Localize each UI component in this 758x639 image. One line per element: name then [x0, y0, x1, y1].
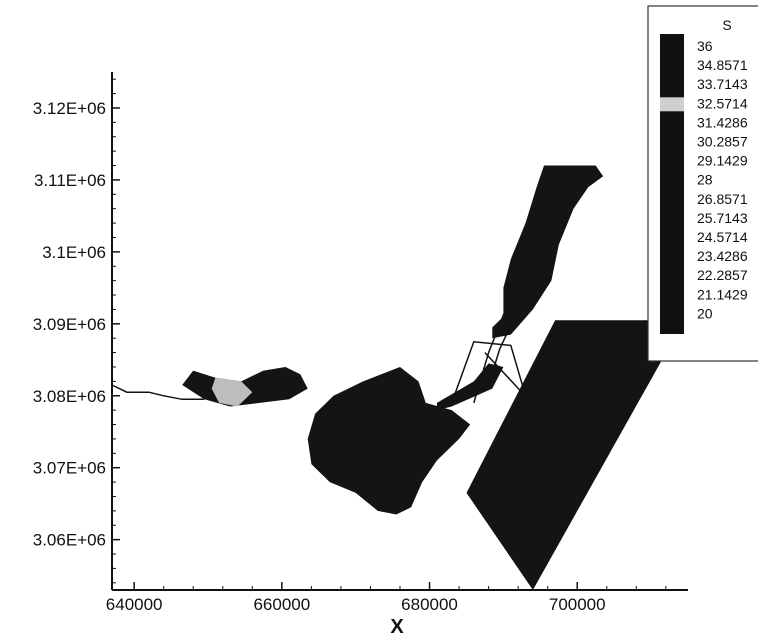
- legend-label: 31.4286: [697, 114, 748, 130]
- legend-label: 21.1429: [697, 286, 748, 302]
- region-offshore-wedge: [466, 320, 685, 590]
- legend-label: 24.5714: [697, 229, 748, 245]
- y-tick-label: 3.06E+06: [33, 531, 106, 550]
- legend-label: 33.7143: [697, 76, 748, 92]
- line-outer-boundary: [473, 265, 527, 404]
- x-ticks: 640000 660000 680000 700000: [106, 582, 667, 614]
- y-ticks: 3.06E+06 3.07E+06 3.08E+06 3.09E+06 3.1E+06 3…: [33, 78, 120, 584]
- line-tidal-link-2: [484, 352, 523, 393]
- boundary-lines-layer: [111, 265, 530, 404]
- y-tick-label: 3.11E+06: [34, 171, 106, 190]
- legend-label: 23.4286: [697, 248, 748, 264]
- legend-label: 36: [697, 38, 713, 54]
- y-tick-label: 3.09E+06: [33, 315, 106, 334]
- legend-label: 29.1429: [697, 153, 748, 169]
- legend: S 36 34.8571 33.7143 32.5714 31.4286 30.2857 2…: [647, 5, 758, 362]
- line-inner-boundary: [487, 273, 530, 386]
- legend-items: 36 34.8571 33.7143 32.5714 31.4286 30.2857 29.…: [660, 38, 748, 321]
- legend-color-bar: [660, 34, 684, 334]
- x-axis-title: X: [390, 616, 404, 638]
- region-central-bay: [307, 367, 471, 515]
- x-tick-label: 660000: [253, 595, 310, 614]
- legend-label: 34.8571: [697, 57, 748, 73]
- legend-swatch-highlight: [660, 97, 684, 112]
- y-tick-label: 3.08E+06: [33, 387, 106, 406]
- mixing-zone-layer: [211, 377, 253, 407]
- legend-label: 25.7143: [697, 210, 748, 226]
- legend-label: 32.5714: [697, 95, 748, 111]
- salinity-regions: [182, 165, 685, 590]
- x-tick-label: 680000: [401, 595, 458, 614]
- x-tick-label: 640000: [106, 595, 163, 614]
- legend-label: 28: [697, 172, 713, 188]
- y-tick-label: 3.12E+06: [33, 99, 106, 118]
- legend-label: 22.2857: [697, 267, 748, 283]
- y-tick-label: 3.1E+06: [42, 243, 106, 262]
- axes: 640000 660000 680000 700000 3.06E+06 3.07E+0…: [33, 72, 688, 638]
- y-tick-label: 3.07E+06: [33, 459, 106, 478]
- legend-label: 20: [697, 305, 713, 321]
- line-river-channel: [111, 384, 205, 401]
- legend-label: 26.8571: [697, 191, 748, 207]
- region-low-salinity-patch: [211, 377, 253, 407]
- legend-label: 30.2857: [697, 134, 748, 150]
- line-tidal-link-1: [450, 340, 527, 404]
- legend-title: S: [722, 17, 731, 33]
- region-northern-bay: [492, 165, 604, 339]
- x-tick-label: 700000: [549, 595, 606, 614]
